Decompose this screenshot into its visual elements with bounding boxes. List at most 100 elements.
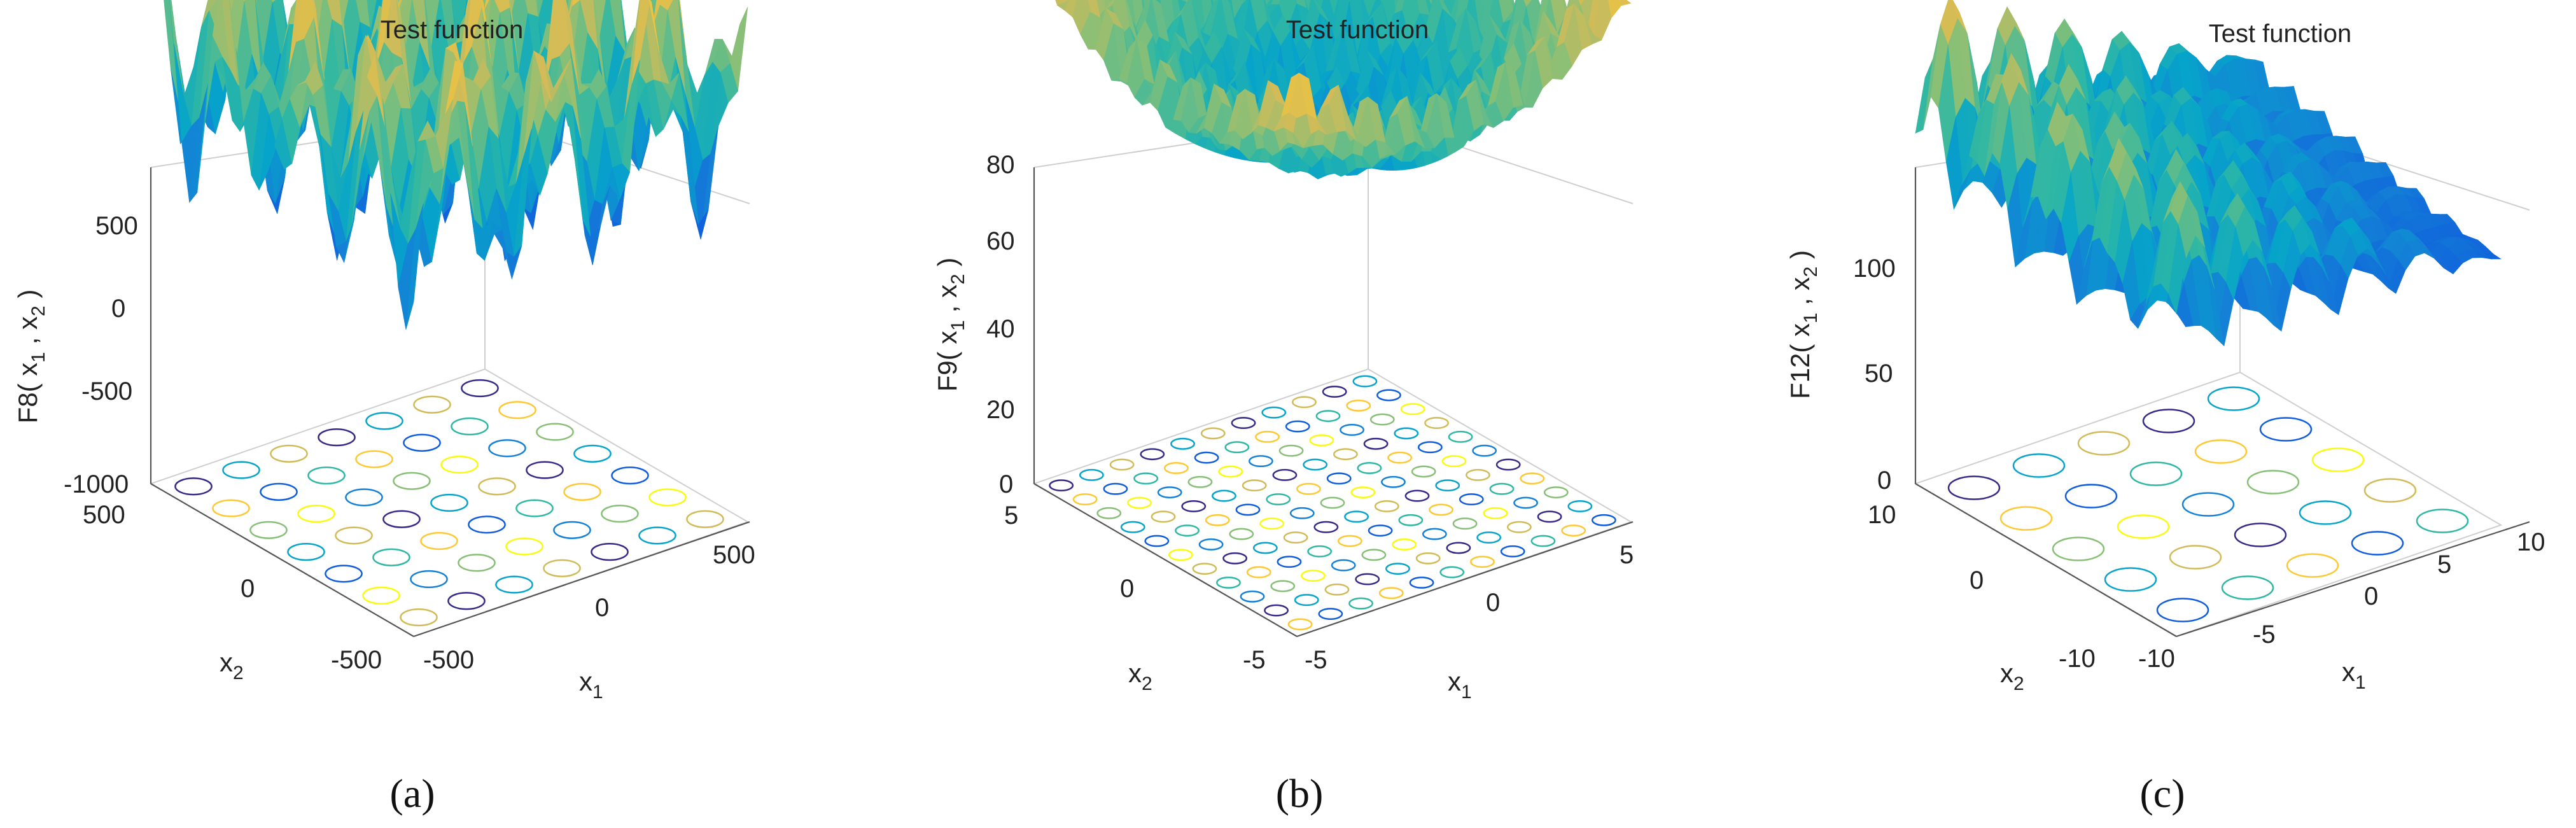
contour-line <box>335 526 373 545</box>
surface-patch <box>1620 0 1632 6</box>
contour-line <box>638 526 676 545</box>
contour-line <box>1530 535 1556 547</box>
contour-line <box>1313 521 1339 533</box>
contour-line <box>1374 500 1399 512</box>
contour-line <box>573 444 612 463</box>
contour-line <box>249 521 288 539</box>
contour-line <box>543 559 581 577</box>
x-tick-c-neg10: -10 <box>2138 645 2175 673</box>
y-tick-a-0: 0 <box>241 575 255 603</box>
contour-line <box>1270 580 1296 593</box>
panel-a: Test function 500 0 -500 -1000 500 0 -50… <box>13 0 755 816</box>
z-tick-c-100: 100 <box>1853 255 1896 283</box>
contour-line <box>413 395 451 414</box>
contour-line <box>495 575 533 594</box>
contour-line <box>1187 475 1213 488</box>
contour-line <box>1151 510 1176 523</box>
y-label-c: x2​ <box>2000 658 2024 694</box>
contour-line <box>1175 524 1200 537</box>
contour-line <box>1411 465 1436 478</box>
contour-line <box>1561 524 1586 537</box>
x-tick-c-0: 0 <box>2364 582 2378 610</box>
contour-line <box>611 467 649 485</box>
contour-line <box>365 412 403 430</box>
contour-line <box>1999 506 2053 531</box>
contour-line <box>1283 531 1308 544</box>
contour-line <box>1079 468 1104 481</box>
z-tick-a-0: 0 <box>111 295 125 323</box>
x-label-c: x1​ <box>2342 657 2366 693</box>
x-tick-b-0: 0 <box>1486 589 1500 617</box>
contour-line <box>2012 453 2066 478</box>
surface-patch <box>536 0 543 19</box>
z-tick-c-50: 50 <box>1865 360 1893 388</box>
z-tick-b-0: 0 <box>999 470 1013 498</box>
contour-line <box>1357 462 1382 474</box>
contour-line <box>212 499 250 517</box>
contour-line <box>591 543 629 561</box>
y-tick-b-neg5: -5 <box>1243 646 1266 674</box>
caption-c: (c) <box>2139 771 2185 816</box>
contour-line <box>1194 451 1219 464</box>
y-tick-b-0: 0 <box>1120 575 1134 603</box>
contour-line <box>1277 556 1302 568</box>
contour-line <box>1376 389 1401 402</box>
contour-line <box>1337 535 1362 547</box>
contour-line <box>1320 496 1345 509</box>
contour-line <box>2129 461 2183 486</box>
contour-line <box>1315 410 1341 423</box>
contour-line <box>2169 545 2222 570</box>
z-tick-b-20: 20 <box>986 396 1015 424</box>
contour-line <box>1200 427 1226 440</box>
contour-line <box>1355 573 1380 586</box>
contour-line <box>1429 503 1453 516</box>
contour-line <box>355 450 393 468</box>
contour-line <box>1255 430 1280 443</box>
contour-line <box>1309 434 1334 447</box>
contour-floor-c <box>1914 371 2503 638</box>
y-tick-c-0: 0 <box>1970 566 1984 594</box>
x-label-b: x1​ <box>1448 666 1472 703</box>
contour-line <box>1459 493 1484 505</box>
z-tick-a-500: 500 <box>95 212 138 240</box>
x-tick-c-neg5: -5 <box>2253 621 2276 649</box>
contour-line <box>2052 537 2105 561</box>
contour-line <box>1246 566 1271 579</box>
contour-line <box>1350 486 1376 499</box>
contour-line <box>1252 542 1278 554</box>
contour-line <box>1422 528 1447 540</box>
contour-line <box>1537 510 1562 523</box>
z-label-a: F8( x1​ , x2​ ) <box>13 290 49 424</box>
contour-line <box>1296 482 1321 495</box>
contour-line <box>2117 514 2170 539</box>
contour-line <box>1378 587 1404 600</box>
contour-line <box>526 461 564 479</box>
surface-c <box>1915 0 2502 347</box>
contour-line <box>1446 542 1471 554</box>
contour-line <box>447 592 486 610</box>
contour-line <box>1170 437 1195 450</box>
surface-patch <box>2168 224 2187 315</box>
contour-line <box>1181 500 1207 512</box>
contour-line <box>1394 427 1419 440</box>
contour-line <box>1348 597 1373 610</box>
contour-line <box>2221 575 2274 600</box>
x-tick-a-500: 500 <box>713 541 755 569</box>
contour-line <box>1448 430 1473 443</box>
contour-line <box>1466 468 1490 481</box>
contour-line <box>1543 486 1569 499</box>
contour-line <box>393 472 431 490</box>
contour-line <box>2416 509 2469 533</box>
contour-line <box>1240 590 1265 603</box>
axes-c <box>1914 167 2530 638</box>
contour-line <box>410 570 448 589</box>
contour-line <box>1333 448 1358 461</box>
panel-c: Test function 100 50 0 10 0 -10 -10 -5 0… <box>1785 0 2545 816</box>
contour-line <box>2156 598 2209 622</box>
y-tick-a-500: 500 <box>83 501 125 529</box>
contour-line <box>1506 521 1532 533</box>
contour-line <box>2142 409 2195 433</box>
contour-line <box>1489 482 1515 495</box>
contour-line <box>1242 479 1267 492</box>
